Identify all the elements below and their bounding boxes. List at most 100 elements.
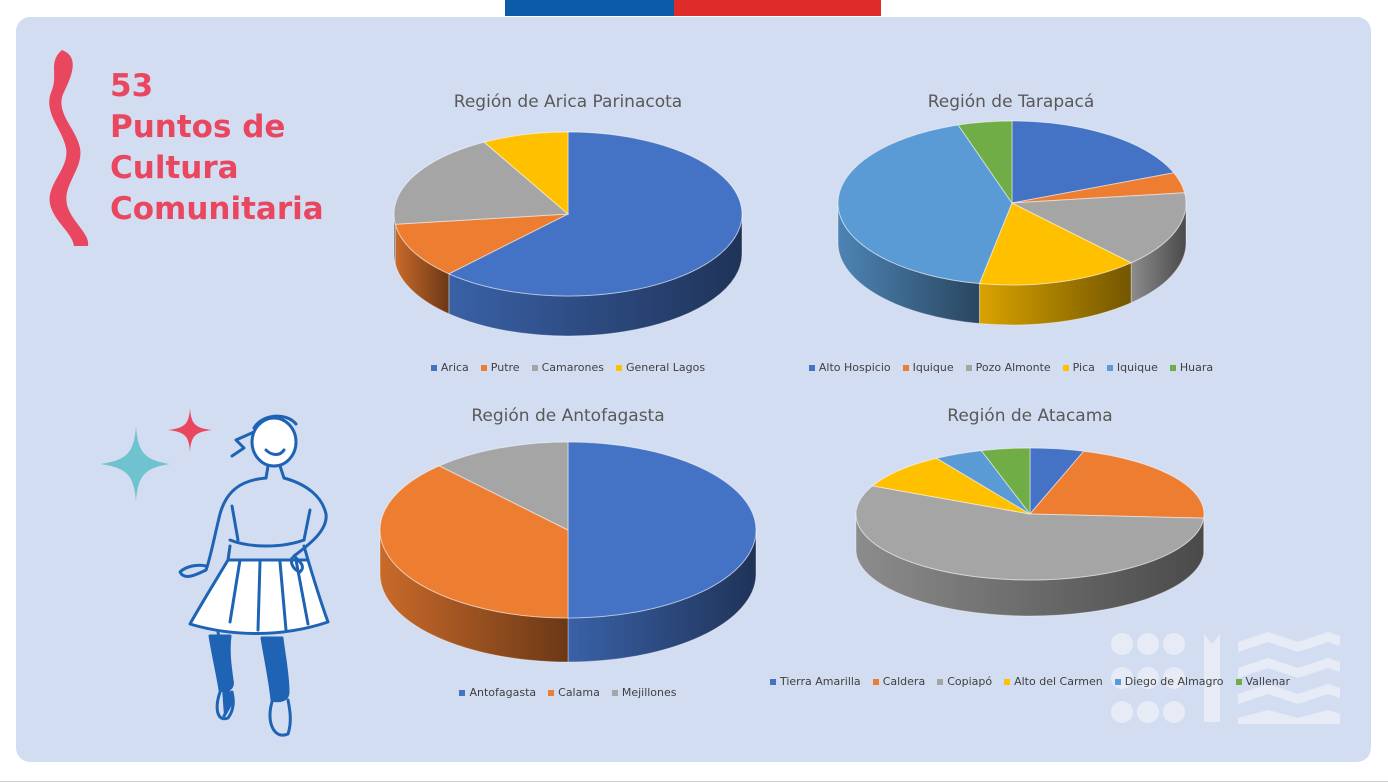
legend-swatch bbox=[769, 678, 776, 685]
legend-swatch bbox=[548, 689, 555, 696]
legend-swatch bbox=[459, 689, 466, 696]
legend-label: Alto del Carmen bbox=[1014, 675, 1103, 688]
brand-pattern-icon bbox=[1111, 632, 1340, 724]
legend-label: Caldera bbox=[882, 675, 926, 688]
ribbon-decoration-icon bbox=[49, 50, 89, 246]
legend-swatch bbox=[965, 364, 972, 371]
legend-item: Alto Hospicio bbox=[808, 361, 891, 374]
legend-label: Copiapó bbox=[947, 675, 993, 688]
legend-item: Arica bbox=[430, 361, 469, 374]
chart-arica-parinacota: Región de Arica Parinacota Arica Putre Cam… bbox=[388, 88, 748, 378]
legend-item: Vallenar bbox=[1235, 675, 1291, 688]
legend-label: Putre bbox=[490, 361, 520, 374]
legend-item: Mejillones bbox=[611, 686, 677, 699]
pie-slice-arica bbox=[447, 131, 743, 297]
legend-swatch bbox=[872, 678, 879, 685]
legend-item: Diego de Almagro bbox=[1114, 675, 1224, 688]
chart-title: Región de Atacama bbox=[947, 406, 1113, 426]
pie-slice-calama bbox=[379, 465, 569, 619]
pie-slice-caldera bbox=[1028, 450, 1205, 519]
legend-item: Tierra Amarilla bbox=[769, 675, 861, 688]
legend-swatch bbox=[1235, 678, 1242, 685]
legend-swatch bbox=[1062, 364, 1069, 371]
pie-slice-iquique bbox=[837, 124, 1013, 285]
chart-atacama: Región de Atacama Tierra Amarilla Caldera… bbox=[769, 402, 1290, 702]
legend-item: Huara bbox=[1169, 361, 1214, 374]
pie-slice-pozo-almonte bbox=[1010, 192, 1187, 264]
pie-slice-vallenar bbox=[980, 447, 1031, 516]
legend-swatch bbox=[808, 364, 815, 371]
flag-stripe bbox=[505, 0, 881, 16]
legend-label: Pica bbox=[1072, 361, 1095, 374]
legend-label: Alto Hospicio bbox=[818, 361, 891, 374]
legend-item: Caldera bbox=[872, 675, 926, 688]
pie-chart bbox=[855, 447, 1205, 617]
pie-slice-alto-hospicio bbox=[1011, 120, 1175, 204]
pie-slice-pica bbox=[978, 202, 1133, 286]
headline-line-3: Cultura bbox=[110, 150, 239, 186]
legend-label: Diego de Almagro bbox=[1124, 675, 1224, 688]
legend-swatch bbox=[611, 689, 618, 696]
flag-stripe-red bbox=[674, 0, 881, 16]
headline-line-2: Puntos de bbox=[110, 109, 286, 145]
pie-slice-mejillones bbox=[438, 441, 569, 531]
chart-legend: Tierra Amarilla Caldera Copiapó Alto del Ca… bbox=[769, 675, 1290, 688]
legend-label: Iquique bbox=[1116, 361, 1158, 374]
dancer-illustration-icon bbox=[178, 414, 330, 737]
legend-swatch bbox=[1106, 364, 1113, 371]
legend-swatch bbox=[1169, 364, 1176, 371]
chart-title: Región de Arica Parinacota bbox=[453, 92, 683, 112]
legend-label: Camarones bbox=[541, 361, 604, 374]
headline-count: 53 bbox=[110, 68, 154, 104]
page-headline: 53 Puntos de Cultura Comunitaria bbox=[110, 66, 370, 230]
legend-swatch bbox=[531, 364, 538, 371]
pie-slice-copiap- bbox=[855, 485, 1205, 581]
legend-label: Iquique bbox=[912, 361, 954, 374]
legend-swatch bbox=[615, 364, 622, 371]
legend-item: Alto del Carmen bbox=[1004, 675, 1103, 688]
headline-line-4: Comunitaria bbox=[110, 191, 324, 227]
pie-chart bbox=[379, 441, 757, 663]
legend-item: Calama bbox=[548, 686, 600, 699]
legend-label: Vallenar bbox=[1245, 675, 1291, 688]
legend-item: Copiapó bbox=[937, 675, 992, 688]
pie-slice-alto-del-carmen bbox=[871, 457, 1031, 515]
legend-item: Antofagasta bbox=[459, 686, 536, 699]
chart-legend: Alto Hospicio Iquique Pozo Almonte Pica Iqui… bbox=[808, 361, 1213, 374]
legend-item: General Lagos bbox=[615, 361, 706, 374]
pie-chart bbox=[837, 120, 1187, 326]
legend-swatch bbox=[1114, 678, 1121, 685]
legend-swatch bbox=[902, 364, 909, 371]
chart-title: Región de Antofagasta bbox=[471, 406, 665, 426]
legend-label: Huara bbox=[1179, 361, 1214, 374]
chart-legend: Antofagasta Calama Mejillones bbox=[372, 686, 764, 699]
pie-slice-general-lagos bbox=[483, 131, 569, 216]
chart-legend: Arica Putre Camarones General Lagos bbox=[388, 361, 748, 374]
chart-tarapaca: Región de Tarapacá Alto Hospicio Iquique P… bbox=[808, 88, 1213, 378]
legend-label: General Lagos bbox=[625, 361, 706, 374]
pie-slice-camarones bbox=[393, 141, 570, 225]
legend-label: Calama bbox=[558, 686, 600, 699]
legend-item: Iquique bbox=[1106, 361, 1158, 374]
legend-label: Tierra Amarilla bbox=[779, 675, 861, 688]
sparkle-star-icon bbox=[100, 408, 212, 502]
legend-item: Camarones bbox=[531, 361, 604, 374]
legend-label: Arica bbox=[440, 361, 469, 374]
pie-chart bbox=[393, 131, 743, 337]
legend-item: Pozo Almonte bbox=[965, 361, 1051, 374]
legend-item: Putre bbox=[480, 361, 520, 374]
legend-swatch bbox=[430, 364, 437, 371]
legend-item: Iquique bbox=[902, 361, 954, 374]
legend-swatch bbox=[937, 678, 944, 685]
pie-slice-antofagasta bbox=[567, 441, 757, 619]
legend-label: Antofagasta bbox=[469, 686, 537, 699]
legend-label: Pozo Almonte bbox=[975, 361, 1051, 374]
pie-slice-huara bbox=[957, 120, 1013, 205]
legend-swatch bbox=[480, 364, 487, 371]
legend-swatch bbox=[1004, 678, 1011, 685]
chart-antofagasta: Región de Antofagasta Antofagasta Calama M… bbox=[372, 402, 764, 702]
flag-stripe-blue bbox=[505, 0, 674, 16]
legend-item: Pica bbox=[1062, 361, 1095, 374]
pie-slice-putre bbox=[394, 213, 569, 275]
legend-label: Mejillones bbox=[621, 686, 677, 699]
